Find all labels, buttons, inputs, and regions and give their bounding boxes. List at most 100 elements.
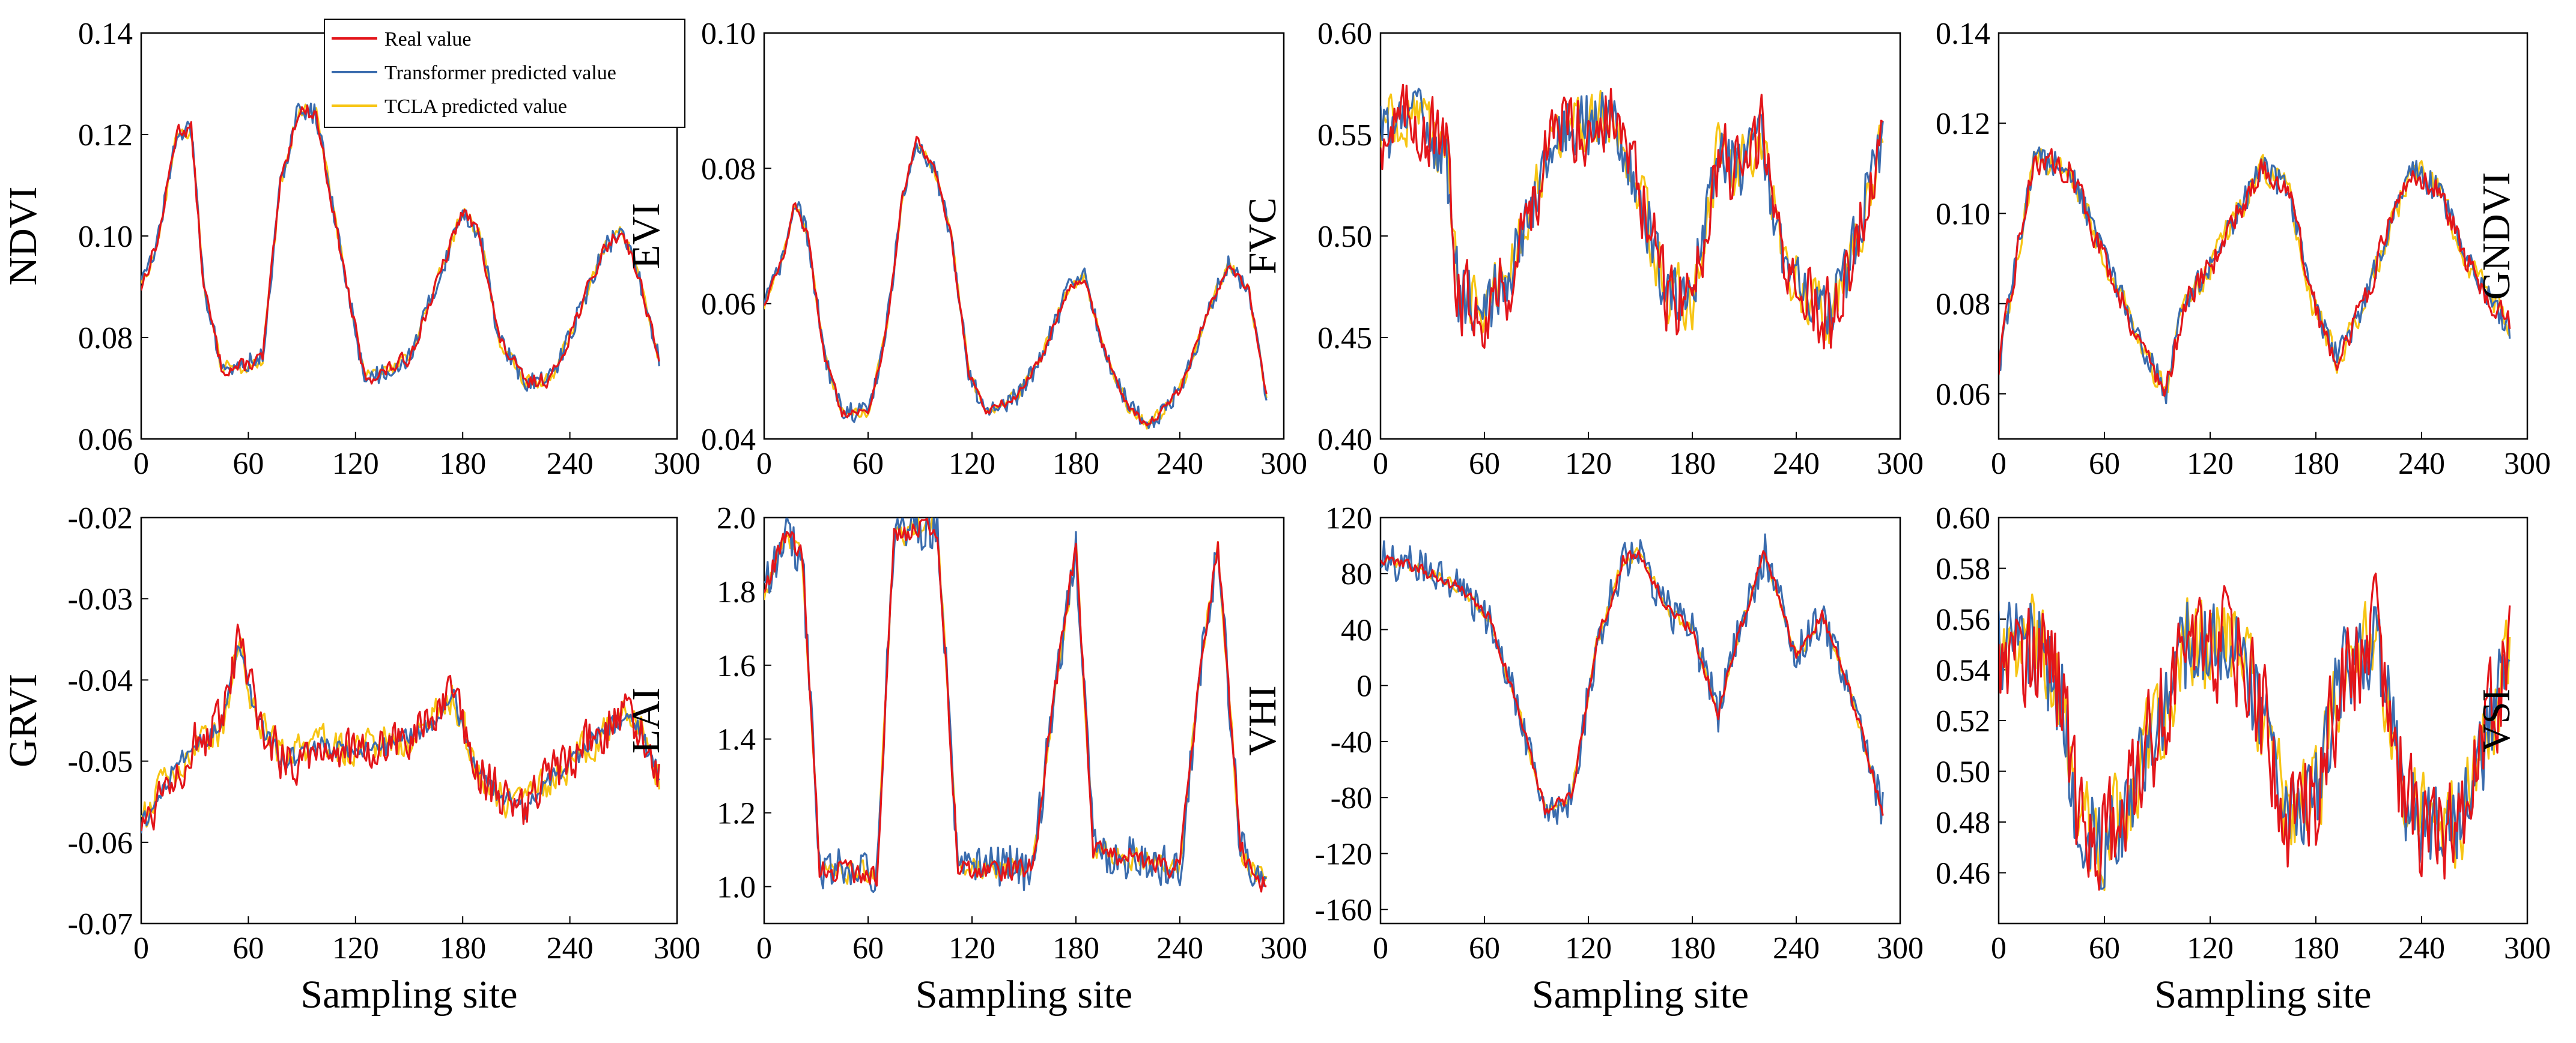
y-tick-label: -120 [1315, 837, 1372, 871]
x-tick-label: 300 [2504, 447, 2551, 481]
legend-box [324, 19, 685, 128]
x-tick-label: 240 [1156, 931, 1203, 966]
y-axis-label: VSI [2474, 689, 2518, 752]
y-axis-label: VHI [1241, 685, 1284, 755]
series-line-real [764, 518, 1267, 893]
y-tick-label: 0.08 [1936, 288, 1990, 322]
y-tick-label: 1.2 [717, 797, 756, 831]
y-tick-label: -0.04 [68, 664, 133, 698]
y-tick-label: 0.58 [1936, 552, 1990, 587]
y-tick-label: 0.10 [78, 220, 133, 254]
y-axis-label: GRVI [1, 674, 45, 767]
axes-frame [1379, 32, 1901, 440]
x-tick-label: 180 [1669, 447, 1716, 481]
y-tick-label: -0.06 [68, 826, 133, 860]
y-tick-label: 0.54 [1936, 654, 1990, 688]
x-tick-label: 300 [654, 447, 700, 481]
axes-frame [1379, 516, 1901, 925]
series-line-transformer [764, 518, 1268, 893]
x-tick-label: 0 [133, 931, 149, 966]
y-tick-label: 120 [1325, 501, 1372, 536]
axes-frame [1997, 32, 2529, 440]
x-tick-label: 240 [1156, 447, 1203, 481]
axes-frame [763, 32, 1285, 440]
x-tick-label: 180 [439, 447, 486, 481]
y-tick-label: 0.06 [1936, 378, 1990, 412]
y-tick-label: 0.50 [1317, 220, 1372, 254]
x-tick-label: 300 [654, 931, 700, 966]
y-axis-label: NDVI [1, 187, 45, 286]
x-axis-label: Sampling site [2154, 973, 2371, 1017]
x-tick-label: 240 [2398, 931, 2445, 966]
y-tick-label: -0.03 [68, 582, 133, 617]
y-tick-label: 1.6 [717, 649, 756, 683]
y-tick-label: 0.60 [1936, 501, 1990, 536]
y-tick-label: 0.08 [701, 152, 756, 186]
chart-gndvi: 0 60 120 180 240 300 0.06 0.08 0.10 0.12 0.14 GNDVI [1936, 17, 2551, 481]
x-axis-label: Sampling site [300, 973, 517, 1017]
x-tick-label: 120 [332, 931, 379, 966]
x-tick-label: 60 [232, 931, 264, 966]
series-line-real [1381, 550, 1884, 816]
x-tick-label: 240 [547, 931, 594, 966]
x-tick-label: 300 [1260, 447, 1307, 481]
x-tick-label: 0 [756, 931, 772, 966]
x-axis-label: Sampling site [1532, 973, 1749, 1017]
x-tick-label: 60 [2089, 931, 2120, 966]
x-tick-label: 120 [1565, 447, 1612, 481]
x-tick-label: 180 [2292, 931, 2339, 966]
y-tick-label: -80 [1331, 781, 1372, 815]
x-tick-label: 60 [852, 447, 884, 481]
x-tick-label: 120 [2187, 931, 2234, 966]
x-tick-label: 120 [2187, 447, 2234, 481]
axes-frame [140, 516, 678, 925]
y-tick-label: -0.07 [68, 907, 133, 942]
x-tick-label: 180 [439, 931, 486, 966]
series-line-real [764, 136, 1268, 427]
y-tick-label: 0.12 [78, 118, 133, 153]
y-tick-label: 0.04 [701, 423, 756, 457]
series-line-tcla [764, 144, 1268, 430]
series-line-real [1999, 148, 2511, 397]
y-tick-label: 0.10 [701, 17, 756, 51]
y-tick-label: 0.12 [1936, 107, 1990, 141]
y-tick-label: 80 [1341, 557, 1372, 591]
y-tick-label: -0.05 [68, 745, 133, 779]
x-tick-label: 120 [332, 447, 379, 481]
x-tick-label: 180 [2292, 447, 2339, 481]
x-tick-label: 240 [1773, 931, 1820, 966]
y-tick-label: 40 [1341, 613, 1372, 647]
x-tick-label: 180 [1053, 931, 1099, 966]
x-tick-label: 60 [1469, 931, 1500, 966]
x-tick-label: 60 [2089, 447, 2120, 481]
chart-ndvi: 0 60 120 180 240 300 0.06 0.08 0.10 0.12 0.14 NDVI [1, 17, 700, 481]
series-line-tcla [141, 103, 660, 390]
x-tick-label: 300 [2504, 931, 2551, 966]
y-tick-label: -0.02 [68, 501, 133, 536]
y-tick-label: -160 [1315, 893, 1372, 928]
x-tick-label: 120 [949, 931, 995, 966]
series-line-real [141, 104, 660, 389]
series-line-tcla [1381, 547, 1883, 815]
x-tick-label: 300 [1260, 931, 1307, 966]
y-tick-label: 0.52 [1936, 704, 1990, 739]
y-tick-label: 1.4 [717, 723, 756, 757]
chart-grvi: 0 60 120 180 240 300 -0.07 -0.06 -0.05 -0.04 -0.03… [1, 501, 700, 1017]
x-tick-label: 0 [756, 447, 772, 481]
y-axis-label: GNDVI [2474, 172, 2518, 300]
y-tick-label: 0.46 [1936, 857, 1990, 891]
chart-fvc: 0 60 120 180 240 300 0.40 0.45 0.50 0.55 0.60 FVC [1241, 17, 1924, 481]
y-tick-label: 0.56 [1936, 603, 1990, 637]
x-tick-label: 180 [1053, 447, 1099, 481]
x-tick-label: 120 [949, 447, 995, 481]
y-tick-label: 0 [1356, 670, 1372, 704]
series-line-tcla [764, 518, 1268, 885]
chart-vhi: 0 60 120 180 240 300-160-120-80-4004080120VHI… [1241, 501, 1924, 1017]
y-axis-label: FVC [1241, 198, 1284, 274]
series-line-real [1999, 572, 2511, 891]
y-tick-label: 0.50 [1936, 755, 1990, 790]
y-tick-label: 1.8 [717, 575, 756, 609]
series-line-real [141, 623, 660, 832]
